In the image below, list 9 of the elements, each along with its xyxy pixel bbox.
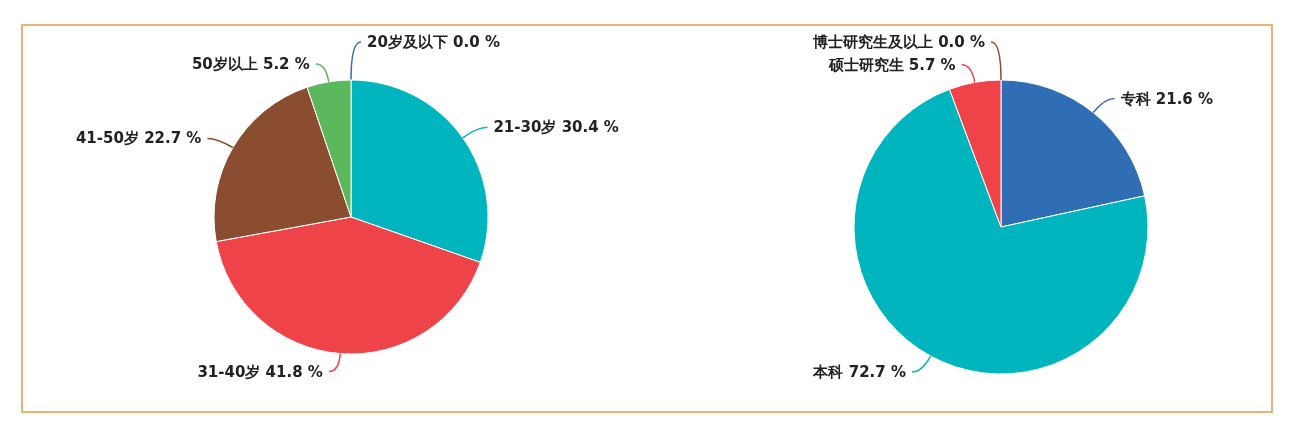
slice-label: 硕士研究生 5.7 %	[827, 55, 956, 74]
slice-label: 专科 21.6 %	[1119, 89, 1214, 108]
slice-label: 41-50岁 22.7 %	[75, 129, 202, 148]
slice-label: 50岁以上 5.2 %	[191, 55, 310, 74]
category-label: 20岁及以下 0.0 %	[367, 33, 500, 51]
slice-label: 本科 72.7 %	[812, 362, 906, 381]
slice-label: 31-40岁 41.8 %	[197, 362, 323, 381]
category-label: 博士研究生及以上 0.0 %	[812, 33, 985, 51]
slice-label: 21-30岁 30.4 %	[493, 118, 619, 137]
